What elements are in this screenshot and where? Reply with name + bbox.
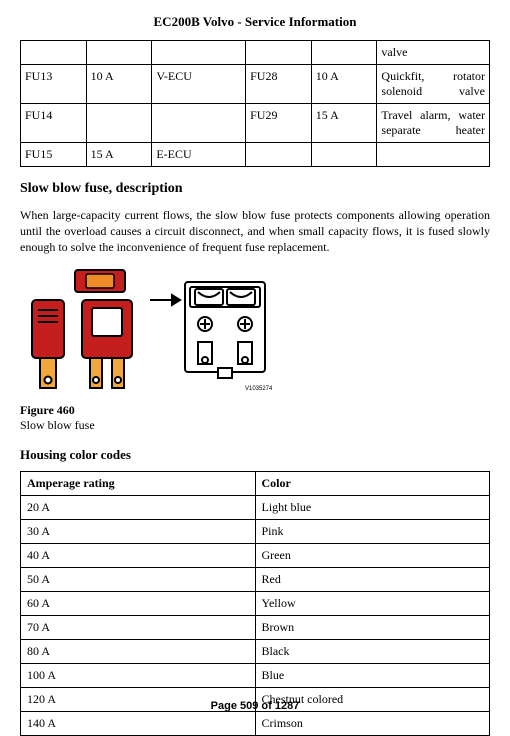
table-cell: Blue: [255, 663, 490, 687]
table-cell: [152, 104, 246, 143]
table-cell: 10 A: [311, 65, 377, 104]
table-row: 30 APink: [21, 519, 490, 543]
page-footer: Page 509 of 1287: [0, 700, 510, 712]
table-row: FU1515 AE-ECU: [21, 143, 490, 167]
slow-blow-paragraph: When large-capacity current flows, the s…: [20, 207, 490, 256]
table-cell: 60 A: [21, 591, 256, 615]
table-cell: [246, 41, 312, 65]
table-cell: FU29: [246, 104, 312, 143]
table-cell: 50 A: [21, 567, 256, 591]
table-cell: 15 A: [311, 104, 377, 143]
table-cell: [86, 104, 152, 143]
slow-blow-fuse-illustration: V1035274: [20, 262, 280, 397]
table-cell: FU13: [21, 65, 87, 104]
figure-460: V1035274 Figure 460 Slow blow fuse: [20, 262, 490, 433]
table-cell: FU15: [21, 143, 87, 167]
table-cell: Pink: [255, 519, 490, 543]
table-row: 70 ABrown: [21, 615, 490, 639]
table-cell: FU14: [21, 104, 87, 143]
table-cell: V-ECU: [152, 65, 246, 104]
table-cell: Yellow: [255, 591, 490, 615]
table-cell: [311, 143, 377, 167]
table-cell: [311, 41, 377, 65]
table-cell: 20 A: [21, 495, 256, 519]
table-cell: Green: [255, 543, 490, 567]
figure-caption-text: Slow blow fuse: [20, 418, 95, 432]
table-cell: 70 A: [21, 615, 256, 639]
table-cell: E-ECU: [152, 143, 246, 167]
table-cell: 140 A: [21, 711, 256, 735]
table-cell: 80 A: [21, 639, 256, 663]
table-cell: Light blue: [255, 495, 490, 519]
page-title: EC200B Volvo - Service Information: [20, 14, 490, 30]
table-cell: [152, 41, 246, 65]
table-cell: [86, 41, 152, 65]
table-cell: 15 A: [86, 143, 152, 167]
table-cell: [21, 41, 87, 65]
figure-number: Figure 460: [20, 403, 75, 417]
table-row: 100 ABlue: [21, 663, 490, 687]
table-cell: Quickfit, rotator solenoid valve: [377, 65, 490, 104]
color-table-header-row: Amperage ratingColor: [21, 471, 490, 495]
table-cell: Black: [255, 639, 490, 663]
table-row: 20 ALight blue: [21, 495, 490, 519]
table-row: 50 ARed: [21, 567, 490, 591]
slow-blow-heading: Slow blow fuse, description: [20, 181, 490, 197]
color-code-table: Amperage ratingColor 20 ALight blue30 AP…: [20, 471, 490, 736]
table-cell: [377, 143, 490, 167]
table-cell: Red: [255, 567, 490, 591]
figure-ref: V1035274: [245, 386, 273, 392]
table-cell: valve: [377, 41, 490, 65]
table-row: 80 ABlack: [21, 639, 490, 663]
table-row: valve: [21, 41, 490, 65]
fuse-table: valveFU1310 AV-ECUFU2810 AQuickfit, rota…: [20, 40, 490, 167]
table-header: Amperage rating: [21, 471, 256, 495]
fuse-tbody: valveFU1310 AV-ECUFU2810 AQuickfit, rota…: [21, 41, 490, 167]
table-cell: Brown: [255, 615, 490, 639]
table-cell: FU28: [246, 65, 312, 104]
figure-caption: Figure 460 Slow blow fuse: [20, 403, 490, 433]
housing-color-heading: Housing color codes: [20, 447, 490, 463]
table-cell: Travel alarm, water separate heater: [377, 104, 490, 143]
table-row: FU14 FU2915 ATravel alarm, water separate…: [21, 104, 490, 143]
table-cell: Crimson: [255, 711, 490, 735]
table-row: 60 AYellow: [21, 591, 490, 615]
table-row: 140 ACrimson: [21, 711, 490, 735]
table-cell: 100 A: [21, 663, 256, 687]
table-cell: [246, 143, 312, 167]
table-row: FU1310 AV-ECUFU2810 AQuickfit, rotator s…: [21, 65, 490, 104]
table-row: 40 AGreen: [21, 543, 490, 567]
table-header: Color: [255, 471, 490, 495]
table-cell: 30 A: [21, 519, 256, 543]
table-cell: 40 A: [21, 543, 256, 567]
table-cell: 10 A: [86, 65, 152, 104]
